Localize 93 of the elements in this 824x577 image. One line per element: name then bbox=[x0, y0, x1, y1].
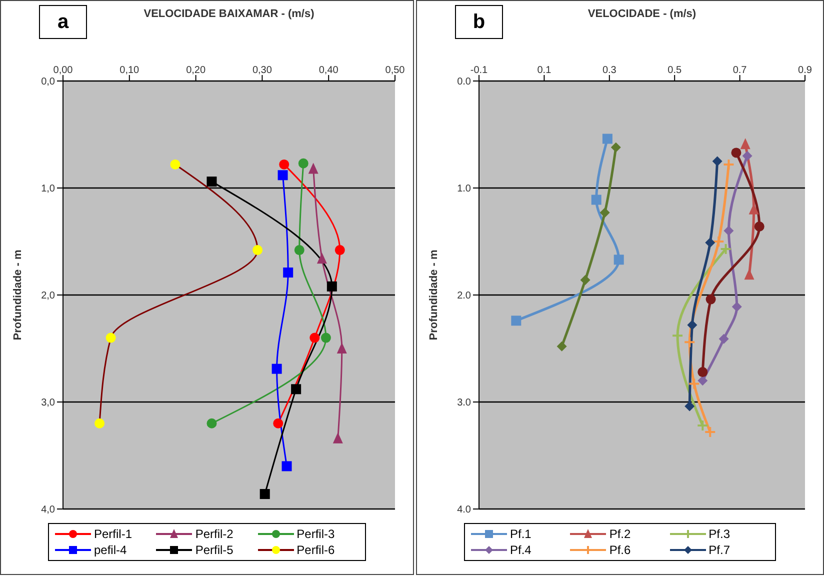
point bbox=[724, 226, 734, 236]
point bbox=[600, 208, 610, 218]
legend-label: Pf.6 bbox=[609, 543, 631, 557]
x-tick-label: 0,10 bbox=[120, 65, 140, 76]
legend-label: Pf.7 bbox=[708, 543, 730, 557]
point bbox=[602, 134, 612, 144]
x-tick-label: 0,30 bbox=[252, 65, 272, 76]
y-tick-label: 1.0 bbox=[457, 184, 472, 195]
point bbox=[260, 489, 270, 500]
point bbox=[712, 156, 722, 166]
point bbox=[94, 418, 105, 428]
legend-label: Pf.1 bbox=[510, 527, 532, 541]
point bbox=[610, 142, 621, 152]
point bbox=[706, 294, 716, 304]
point bbox=[740, 138, 750, 150]
y-tick-label: 3,0 bbox=[41, 398, 56, 409]
x-tick-label: 0.7 bbox=[732, 65, 748, 76]
x-tick-label: 0,20 bbox=[186, 65, 206, 76]
point bbox=[688, 378, 700, 390]
legend-label: Pf.3 bbox=[708, 527, 730, 541]
x-tick-label: 0.1 bbox=[537, 65, 552, 76]
point bbox=[310, 332, 320, 343]
point bbox=[591, 194, 602, 205]
point bbox=[684, 401, 695, 412]
point bbox=[316, 252, 327, 264]
point bbox=[294, 245, 304, 256]
y-axis-title: Profundidade - m bbox=[428, 250, 440, 340]
point bbox=[705, 238, 716, 248]
y-tick-label: 0.0 bbox=[457, 76, 472, 88]
x-tick-label: 0.9 bbox=[798, 65, 812, 76]
point bbox=[252, 245, 263, 256]
point bbox=[704, 426, 716, 438]
point bbox=[170, 159, 180, 170]
y-axis-title: Profundidade - m bbox=[12, 250, 24, 340]
point bbox=[206, 176, 217, 187]
chart-title: b bbox=[455, 5, 503, 39]
point bbox=[698, 376, 708, 386]
point bbox=[556, 341, 567, 352]
point bbox=[282, 461, 292, 472]
point bbox=[206, 418, 217, 428]
legend-label: Pf.4 bbox=[510, 543, 532, 557]
legend-label: Pf.2 bbox=[609, 527, 631, 541]
x-tick-label: 0,50 bbox=[385, 65, 406, 76]
x-tick-label: 0.3 bbox=[602, 65, 617, 76]
x-tick-label: 0,00 bbox=[53, 65, 74, 76]
point bbox=[279, 159, 290, 170]
point bbox=[580, 275, 590, 286]
x-axis-title: VELOCIDADE BAIXAMAR - (m/s) bbox=[144, 8, 315, 20]
y-tick-label: 0,0 bbox=[41, 76, 56, 88]
y-tick-label: 1,0 bbox=[41, 184, 56, 195]
y-tick-label: 4,0 bbox=[41, 504, 56, 516]
point bbox=[273, 418, 284, 428]
y-tick-label: 3.0 bbox=[457, 398, 472, 409]
point bbox=[742, 150, 752, 161]
point bbox=[722, 158, 735, 170]
point bbox=[754, 222, 764, 232]
point bbox=[298, 158, 308, 168]
point bbox=[732, 302, 742, 312]
legend-label: Perfil-1 bbox=[94, 527, 132, 541]
point bbox=[106, 332, 116, 343]
x-tick-label: 0,40 bbox=[318, 65, 339, 76]
x-tick-label: 0.5 bbox=[668, 65, 682, 76]
point bbox=[278, 170, 288, 180]
point bbox=[684, 336, 696, 348]
point bbox=[283, 268, 294, 278]
point bbox=[334, 245, 345, 256]
point bbox=[291, 384, 302, 394]
point bbox=[308, 162, 318, 174]
y-tick-label: 2,0 bbox=[41, 290, 56, 302]
legend-label: Perfil-5 bbox=[195, 543, 234, 557]
x-axis-title: VELOCIDADE - (m/s) bbox=[588, 8, 696, 20]
point bbox=[698, 367, 708, 378]
x-tick-label: -0.1 bbox=[470, 65, 488, 76]
point bbox=[731, 148, 742, 158]
point bbox=[272, 364, 282, 374]
point bbox=[687, 320, 698, 330]
point bbox=[614, 254, 624, 265]
point bbox=[712, 236, 725, 248]
point bbox=[320, 332, 331, 343]
point bbox=[720, 242, 732, 255]
y-tick-label: 2.0 bbox=[457, 290, 472, 302]
point bbox=[336, 342, 347, 354]
chart-title: a bbox=[39, 5, 87, 39]
point bbox=[326, 281, 337, 292]
legend-label: Perfil-3 bbox=[296, 527, 335, 541]
point bbox=[696, 420, 709, 432]
y-tick-label: 4.0 bbox=[457, 504, 472, 516]
legend-label: Perfil-2 bbox=[195, 527, 234, 541]
legend-label: Perfil-6 bbox=[296, 543, 335, 557]
legend-label: pefil-4 bbox=[94, 543, 127, 557]
point bbox=[511, 316, 522, 326]
point bbox=[718, 334, 729, 344]
point bbox=[332, 432, 343, 444]
